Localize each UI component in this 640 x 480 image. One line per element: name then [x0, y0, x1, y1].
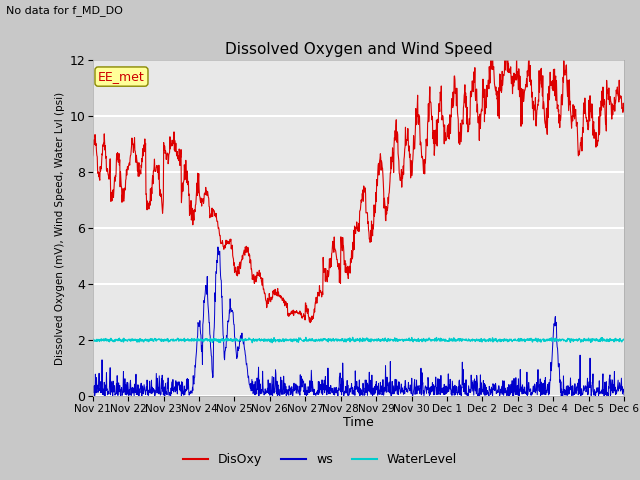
WaterLevel	[442, 336, 449, 342]
Text: EE_met: EE_met	[98, 70, 145, 83]
X-axis label: Time: Time	[343, 417, 374, 430]
Y-axis label: Dissolved Oxygen (mV), Wind Speed, Water Lvl (psi): Dissolved Oxygen (mV), Wind Speed, Water…	[55, 91, 65, 365]
WaterLevel	[511, 337, 518, 343]
Line: ws: ws	[93, 247, 624, 396]
DisOxy	[489, 48, 497, 54]
ws	[89, 387, 97, 393]
DisOxy	[207, 213, 215, 218]
Title: Dissolved Oxygen and Wind Speed: Dissolved Oxygen and Wind Speed	[225, 42, 492, 58]
Legend: DisOxy, ws, WaterLevel: DisOxy, ws, WaterLevel	[178, 448, 462, 471]
WaterLevel	[89, 336, 97, 342]
ws	[441, 386, 449, 392]
DisOxy	[89, 153, 97, 159]
ws	[558, 386, 566, 392]
Line: DisOxy: DisOxy	[93, 51, 624, 323]
DisOxy	[620, 106, 628, 112]
ws	[207, 347, 215, 353]
DisOxy	[511, 75, 518, 81]
ws	[194, 320, 202, 325]
WaterLevel	[349, 335, 356, 340]
ws	[485, 393, 493, 399]
WaterLevel	[620, 336, 628, 342]
ws	[511, 389, 518, 395]
ws	[214, 244, 222, 250]
DisOxy	[558, 92, 566, 97]
DisOxy	[307, 320, 314, 325]
DisOxy	[266, 298, 274, 304]
DisOxy	[441, 138, 449, 144]
WaterLevel	[194, 337, 202, 343]
Text: No data for f_MD_DO: No data for f_MD_DO	[6, 5, 124, 16]
WaterLevel	[268, 340, 276, 346]
WaterLevel	[266, 339, 274, 345]
DisOxy	[194, 190, 202, 196]
Line: WaterLevel: WaterLevel	[93, 337, 624, 343]
WaterLevel	[558, 336, 566, 342]
WaterLevel	[207, 337, 215, 343]
ws	[620, 392, 628, 398]
ws	[267, 388, 275, 394]
